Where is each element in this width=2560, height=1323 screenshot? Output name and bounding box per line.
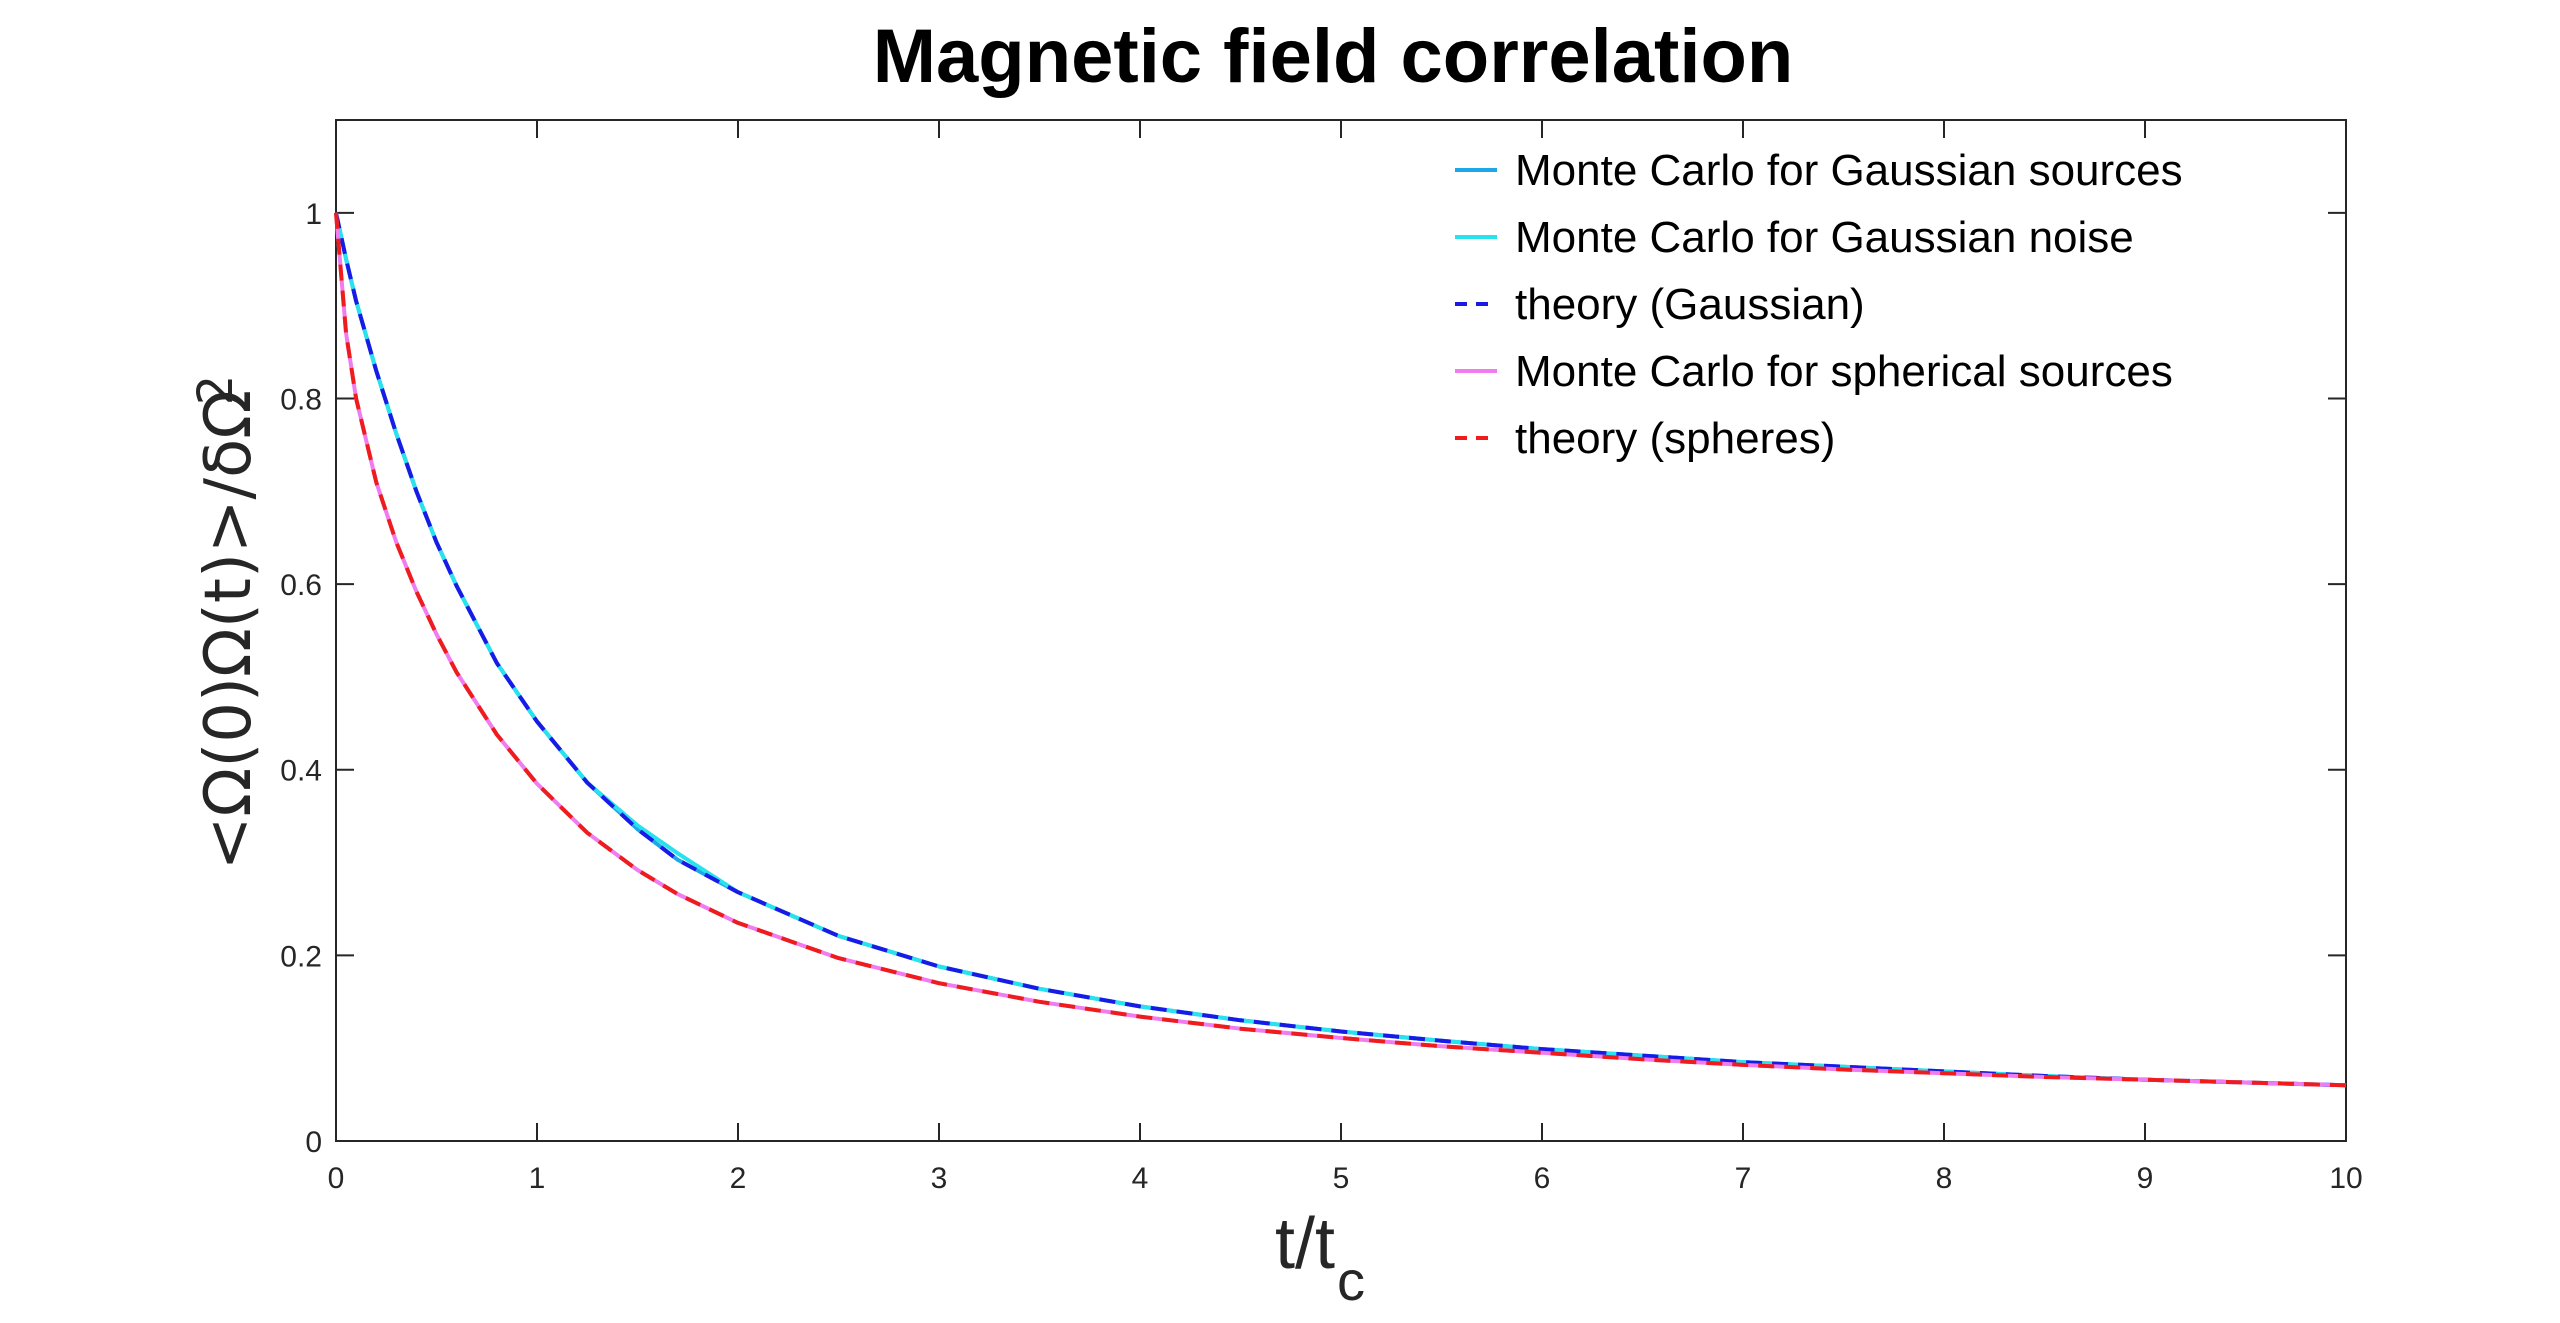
x-tick-label: 7 <box>1735 1162 1752 1195</box>
x-tick-label: 0 <box>328 1162 345 1195</box>
x-axis-label-subscript: c <box>1337 1249 1365 1312</box>
y-tick-label: 1 <box>305 198 322 231</box>
series-group <box>334 212 2347 1088</box>
legend-label-1: Monte Carlo for Gaussian sources <box>1515 146 2183 195</box>
x-tick-label: 10 <box>2329 1162 2362 1195</box>
y-tick-label: 0.4 <box>280 755 322 788</box>
x-tick-label: 8 <box>1936 1162 1953 1195</box>
y-tick-label: 0.2 <box>280 940 322 973</box>
series-line-5 <box>334 212 2347 1088</box>
chart-title: Magnetic field correlation <box>873 14 1794 99</box>
x-tick-label: 5 <box>1333 1162 1350 1195</box>
y-tick-label: 0 <box>305 1126 322 1159</box>
legend-label-2: Monte Carlo for Gaussian noise <box>1515 213 2134 262</box>
y-tick-label: 0.8 <box>280 383 322 416</box>
y-axis-label-superscript: 2 <box>188 375 244 406</box>
plot-area <box>335 119 2347 1142</box>
x-tick-label: 9 <box>2137 1162 2154 1195</box>
x-tick-label: 3 <box>931 1162 948 1195</box>
y-axis-label: <Ω(0)Ω(t)>/δΩ <box>192 390 266 870</box>
x-tick-label: 1 <box>529 1162 546 1195</box>
x-tick-label: 4 <box>1132 1162 1149 1195</box>
axis-ticks: 0 1 2 3 4 5 6 7 8 9 10 0 0.2 0.4 0.6 0.8 1 <box>280 120 2363 1195</box>
legend-label-5: theory (spheres) <box>1515 414 1835 463</box>
y-tick-label: 0.6 <box>280 569 322 602</box>
series-line-3 <box>334 212 2347 1088</box>
legend-label-3: theory (Gaussian) <box>1515 280 1865 329</box>
legend: Monte Carlo for Gaussian sources Monte Ca… <box>1455 146 2183 463</box>
x-axis-label: t/t <box>1275 1204 1335 1284</box>
legend-label-4: Monte Carlo for spherical sources <box>1515 347 2173 396</box>
x-tick-label: 2 <box>730 1162 747 1195</box>
x-tick-label: 6 <box>1534 1162 1551 1195</box>
axis-labels: t/t c <Ω(0)Ω(t)>/δΩ 2 <box>188 375 1365 1312</box>
